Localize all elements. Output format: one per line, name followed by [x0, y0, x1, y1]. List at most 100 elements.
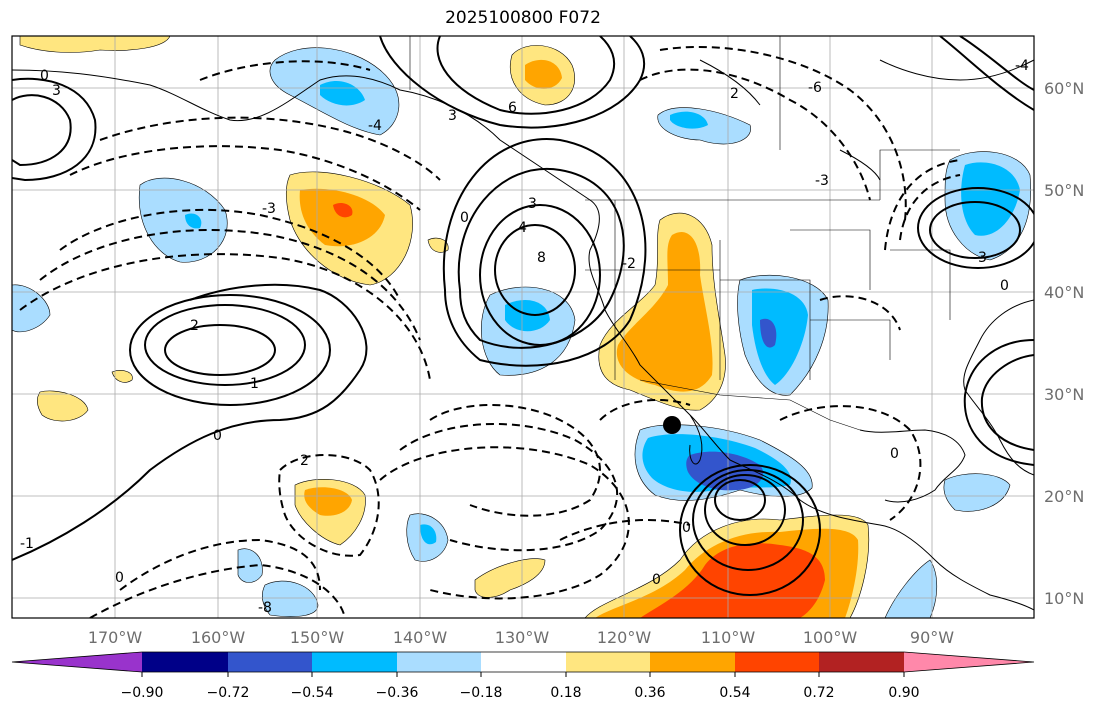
- contour-label: -3: [815, 173, 829, 189]
- contour-label: 0: [682, 520, 691, 536]
- map-title: 2025100800 F072: [445, 8, 601, 28]
- dashed-contour-pacific-3: [19, 253, 431, 381]
- shade-yellow-topleft: [19, 36, 171, 53]
- contour-labels: 0 3 -3 6 8 4 3 2 1 0 0 2 -1 -8 0 0 3 -4 …: [20, 58, 1029, 616]
- colorbar-label: 0.54: [719, 685, 750, 701]
- contour-label: -4: [1015, 58, 1029, 74]
- colorbar-segment: [650, 652, 735, 672]
- shade-orange-western-us-inner: [616, 231, 713, 392]
- colorbar-label: −0.18: [460, 685, 503, 701]
- contour-label: 0: [40, 68, 49, 84]
- dashed-contour-central: [559, 519, 691, 541]
- shade-yellow-small-3: [111, 370, 133, 383]
- colorbar-label: −0.54: [291, 685, 334, 701]
- contour-low-mexico-2: [704, 474, 786, 546]
- contour-label: 3: [448, 108, 457, 124]
- dashed-contour-gulf: [779, 405, 922, 521]
- dashed-contours: [19, 45, 961, 618]
- colorbar: −0.90 −0.72 −0.54 −0.36 −0.18 0.18 0.36 …: [11, 651, 1035, 701]
- shade-blue-mid-pacific-inner: [185, 213, 202, 229]
- contour-north-alaska-2: [379, 36, 646, 129]
- lat-tick-label: 40°N: [1044, 283, 1084, 302]
- colorbar-segment: [566, 652, 650, 672]
- lat-tick-label: 20°N: [1044, 487, 1084, 506]
- colorbar-segment: [819, 652, 904, 672]
- contour-high-offshore-1: [494, 224, 576, 316]
- contour-label: 3: [528, 196, 537, 212]
- shade-blue-california-inner: [505, 300, 550, 332]
- contour-east-low-2: [980, 354, 1034, 451]
- dashed-contour-ne-1: [899, 174, 961, 241]
- shade-blue-west-edge: [12, 284, 51, 333]
- contour-high-offshore-3: [457, 167, 625, 349]
- shade-darkblue-rockies: [760, 318, 777, 348]
- dashed-contour-mid-2: [399, 422, 619, 552]
- political-borders: [409, 36, 960, 431]
- contour-label: -1: [20, 536, 34, 552]
- colorbar-segment: [481, 652, 566, 672]
- dashed-contour-ne-2: [884, 159, 961, 251]
- contour-east-low-1: [963, 339, 1034, 466]
- contour-label: 4: [518, 220, 527, 236]
- lon-tick-label: 170°W: [88, 628, 143, 647]
- lon-tick-label: 100°W: [803, 628, 858, 647]
- lon-tick-label: 120°W: [597, 628, 652, 647]
- shade-orange-north-inner: [525, 59, 562, 89]
- contour-high-offshore-4: [442, 138, 647, 367]
- colorbar-label: −0.36: [376, 685, 419, 701]
- colorbar-label: 0.18: [550, 685, 581, 701]
- lon-tick-label: 130°W: [495, 628, 550, 647]
- contour-label: 8: [537, 250, 546, 266]
- lon-tick-label: 160°W: [191, 628, 246, 647]
- dashed-contour-pacific-4: [69, 145, 421, 211]
- contour-west-edge-2: [12, 77, 97, 182]
- lon-tick-label: 90°W: [910, 628, 954, 647]
- colorbar-segment: [904, 652, 1034, 672]
- shade-blue-rockies-inner: [752, 288, 808, 385]
- shade-yellow-small-1: [427, 237, 449, 253]
- dashed-contour-canada-1: [639, 68, 871, 201]
- contour-label: 0: [213, 428, 222, 444]
- shade-orange-pacific-inner: [299, 188, 385, 247]
- contour-label: -6: [808, 80, 822, 96]
- shade-red-pacific: [333, 203, 353, 218]
- colorbar-segment: [397, 652, 481, 672]
- map-frame: [11, 35, 1035, 619]
- shade-blue-central-america: [884, 559, 938, 618]
- colorbar-label: 0.90: [888, 685, 919, 701]
- contour-nne-2: [959, 36, 1034, 91]
- colorbar-segment: [12, 652, 142, 672]
- lat-tick-label: 30°N: [1044, 385, 1084, 404]
- colorbar-ticks: [141, 672, 905, 677]
- lat-tick-label: 60°N: [1044, 79, 1084, 98]
- colorbar-label: 0.72: [803, 685, 834, 701]
- contour-zero-pacific: [12, 283, 368, 561]
- contour-label: 3: [52, 83, 61, 99]
- dashed-contour-us-1: [819, 295, 901, 331]
- contour-label: -8: [258, 600, 272, 616]
- contour-label: 0: [460, 210, 469, 226]
- contour-ne-low-2: [917, 187, 1034, 269]
- contour-label: 2: [300, 453, 309, 469]
- contour-low-mexico-3: [692, 469, 804, 571]
- contour-nne: [939, 36, 1034, 111]
- dashed-contour-pacific-5: [99, 116, 441, 181]
- contour-label: 6: [508, 100, 517, 116]
- contour-label: 1: [250, 376, 259, 392]
- shade-blue-alaska-inner: [320, 80, 365, 106]
- shade-blue-155w-south: [261, 580, 319, 617]
- dashed-contour-pacific-1: [59, 208, 401, 301]
- colorbar-segment: [735, 652, 819, 672]
- contour-high-pacific-2: [144, 304, 306, 386]
- contour-west-edge: [12, 94, 72, 167]
- lon-tick-label: 110°W: [701, 628, 756, 647]
- contour-label: -4: [368, 118, 382, 134]
- contour-label: 2: [190, 318, 199, 334]
- latitude-ticks: 60°N 50°N 40°N 30°N 20°N 10°N: [1044, 79, 1084, 608]
- contour-label: 3: [978, 250, 987, 266]
- contour-high-pacific-3: [129, 294, 331, 406]
- lon-tick-label: 140°W: [393, 628, 448, 647]
- contour-label: -3: [262, 201, 276, 217]
- contour-label: 0: [115, 570, 124, 586]
- colorbar-label: 0.36: [634, 685, 665, 701]
